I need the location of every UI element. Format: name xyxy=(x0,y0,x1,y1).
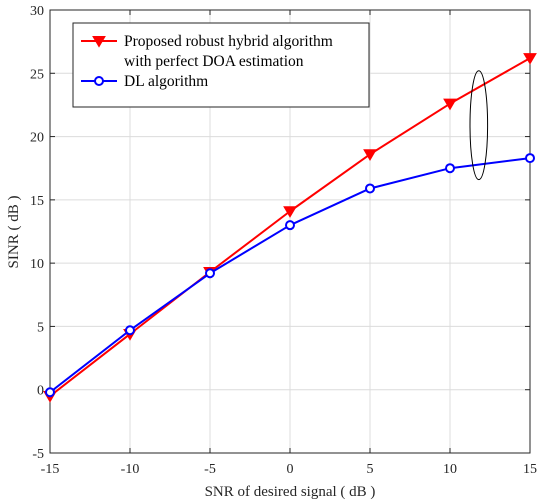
legend-label-line: DL algorithm xyxy=(124,73,208,90)
legend-label: Proposed robust hybrid algorithm with per… xyxy=(124,33,333,70)
y-tick-label: 15 xyxy=(30,194,44,209)
y-tick-label: -5 xyxy=(32,447,44,462)
legend-entry-1: DL algorithm xyxy=(81,73,208,90)
x-tick-label: 0 xyxy=(287,462,294,477)
x-tick-label: 15 xyxy=(523,462,537,477)
x-tick-label: 5 xyxy=(367,462,374,477)
legend-label-line: Proposed robust hybrid algorithm xyxy=(124,33,333,50)
legend-swatch-marker xyxy=(94,76,104,86)
data-point xyxy=(523,53,537,65)
y-tick-label: 20 xyxy=(30,131,44,146)
series-1 xyxy=(45,153,535,398)
data-point xyxy=(445,163,455,174)
legend-box xyxy=(72,22,370,108)
y-tick-label: 25 xyxy=(30,67,44,82)
annotation-ellipse xyxy=(469,70,489,181)
x-tick-label: -5 xyxy=(204,462,216,477)
legend: Proposed robust hybrid algorithm with per… xyxy=(72,22,370,108)
y-tick-label: 5 xyxy=(37,320,44,335)
data-point xyxy=(125,325,135,336)
data-point xyxy=(363,149,377,161)
x-axis-label: SNR of desired signal ( dB ) xyxy=(205,484,376,500)
y-tick-label: 10 xyxy=(30,257,44,272)
y-axis-label: SINR ( dB ) xyxy=(6,196,22,269)
ticks: -15 -10 -5 0 5 10 15 -5 0 5 10 15 20 25 30 xyxy=(30,4,537,477)
x-tick-label: -10 xyxy=(121,462,140,477)
data-point xyxy=(45,387,55,398)
data-point xyxy=(283,206,297,218)
data-point xyxy=(525,153,535,164)
y-tick-label: 0 xyxy=(37,384,44,399)
x-tick-label: 10 xyxy=(443,462,457,477)
legend-swatch-marker xyxy=(92,36,106,48)
data-point xyxy=(443,98,457,111)
data-point xyxy=(205,268,215,279)
x-tick-label: -15 xyxy=(41,462,60,477)
legend-label-line: with perfect DOA estimation xyxy=(124,53,304,70)
legend-label: DL algorithm xyxy=(124,73,208,90)
series xyxy=(43,53,537,403)
legend-entry-0: Proposed robust hybrid algorithm with per… xyxy=(81,33,333,70)
annotations xyxy=(469,70,489,181)
data-point xyxy=(365,183,375,194)
data-point xyxy=(285,220,295,231)
y-tick-label: 30 xyxy=(30,4,44,19)
